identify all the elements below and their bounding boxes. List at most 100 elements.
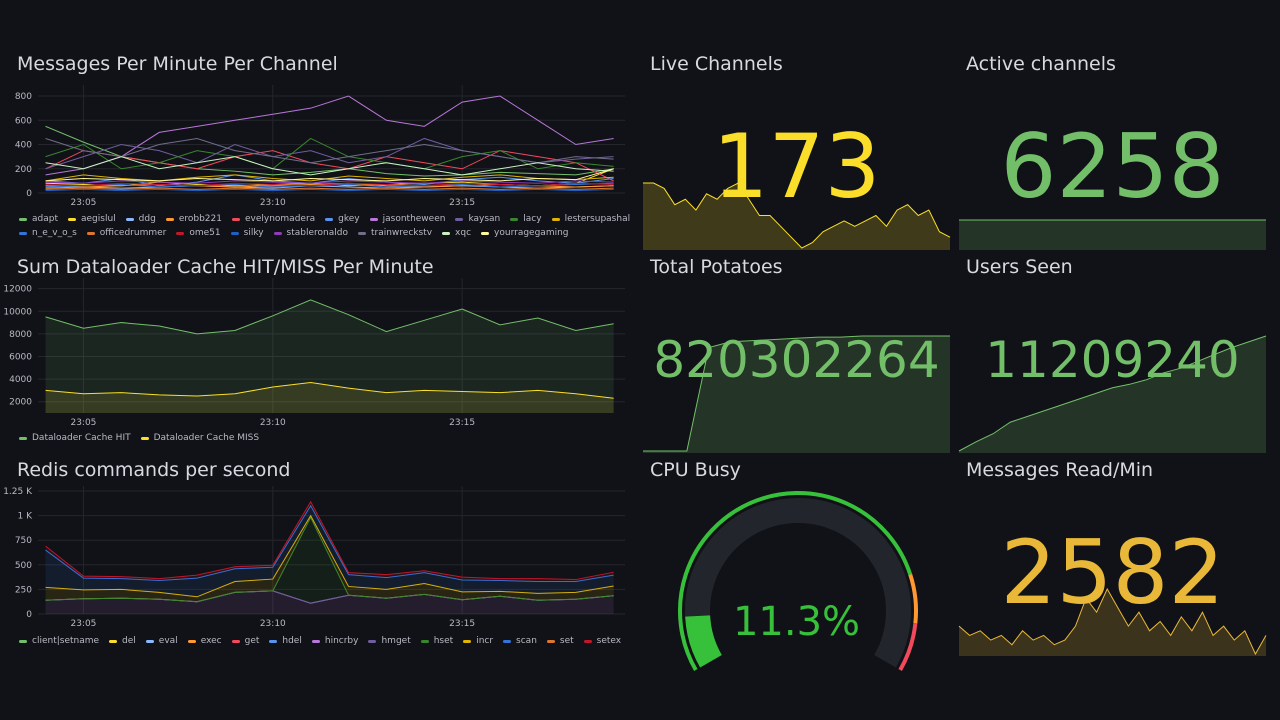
series-line-evelynomadera xyxy=(45,150,614,182)
sparkline-area xyxy=(643,336,950,453)
legend-item[interactable]: silky xyxy=(230,228,264,238)
chart-legend: Dataloader Cache HIT Dataloader Cache MIS… xyxy=(19,433,634,443)
threshold-ok xyxy=(678,491,913,671)
legend-item[interactable]: ddg xyxy=(125,214,156,224)
legend-item[interactable]: xqc xyxy=(442,228,471,238)
stat-value: 11209240 xyxy=(985,331,1240,389)
legend-item[interactable]: exec xyxy=(187,636,222,646)
gauge-track xyxy=(685,498,911,668)
legend-item[interactable]: evelynomadera xyxy=(231,214,315,224)
legend-item[interactable]: stableronaldo xyxy=(273,228,348,238)
legend-item[interactable]: hmget xyxy=(368,636,411,646)
y-tick-label: 6000 xyxy=(9,352,32,362)
stat-value: 2582 xyxy=(1000,521,1225,624)
legend-item[interactable]: officedrummer xyxy=(86,228,167,238)
legend-swatch xyxy=(583,639,592,643)
legend-item[interactable]: del xyxy=(109,636,136,646)
legend-item[interactable]: set xyxy=(546,636,574,646)
series-line-lestersupashal xyxy=(45,174,614,182)
legend-item[interactable]: n_e_v_o_s xyxy=(19,228,77,238)
series-line-gkey xyxy=(45,174,614,187)
legend-swatch xyxy=(269,639,278,643)
y-tick-label: 0 xyxy=(26,610,32,620)
legend-item[interactable]: hincrby xyxy=(311,636,358,646)
legend-swatch xyxy=(357,231,366,235)
chart-legend: adapt aegislul ddg erobb221 evelynomadera gke… xyxy=(19,214,634,238)
panel-title: Active channels xyxy=(966,53,1116,75)
legend-item[interactable]: yourragegaming xyxy=(481,228,569,238)
y-tick-label: 200 xyxy=(15,165,32,175)
sparkline xyxy=(643,182,951,250)
legend-label: lestersupashal xyxy=(564,214,631,224)
legend-item[interactable]: lestersupashal xyxy=(551,214,631,224)
series-line-ome51 xyxy=(45,182,614,187)
legend-item[interactable]: Dataloader Cache MISS xyxy=(140,433,260,443)
legend-label: jasontheween xyxy=(382,214,446,224)
legend-item[interactable]: incr xyxy=(463,636,493,646)
legend-swatch xyxy=(231,639,240,643)
series-area xyxy=(45,382,614,413)
series-line-jasontheween xyxy=(45,95,614,176)
legend-item[interactable]: setex xyxy=(583,636,622,646)
legend-item[interactable]: erobb221 xyxy=(165,214,222,224)
legend-item[interactable]: client|setname xyxy=(19,636,99,646)
y-tick-label: 8000 xyxy=(9,330,32,340)
legend-item[interactable]: scan xyxy=(503,636,537,646)
x-tick-label: 23:05 xyxy=(70,619,96,629)
legend-label: Dataloader Cache MISS xyxy=(153,433,260,443)
legend-item[interactable]: gkey xyxy=(325,214,360,224)
legend-item[interactable]: kaysan xyxy=(455,214,500,224)
legend-item[interactable]: jasontheween xyxy=(369,214,446,224)
sparkline-line xyxy=(958,587,1267,656)
legend-label: incr xyxy=(476,636,494,646)
legend-swatch xyxy=(230,231,239,235)
panel-title: Live Channels xyxy=(650,53,783,75)
stat-panel-users-seen: Users Seen 11209240 xyxy=(958,248,1267,453)
legend-swatch xyxy=(19,231,27,235)
legend-item[interactable]: hdel xyxy=(269,636,302,646)
panel-messages-per-minute: Messages Per Minute Per Channel 0 200 400 6… xyxy=(10,45,630,250)
cache-chart[interactable]: 2000 4000 6000 8000 10000 12000 23:05 23:10 23:1… xyxy=(3,248,630,453)
legend-swatch xyxy=(19,217,27,221)
legend-item[interactable]: hset xyxy=(420,636,453,646)
legend-swatch xyxy=(546,639,555,643)
series-line-xqc xyxy=(45,156,614,176)
series-line-officedrummer xyxy=(45,187,614,190)
legend-label: officedrummer xyxy=(99,228,167,238)
sparkline xyxy=(958,335,1267,453)
legend-item[interactable]: ome51 xyxy=(176,228,221,238)
redis-chart[interactable]: 0 250 500 750 1 K 1.25 K 23:05 23:10 23:15 xyxy=(3,451,630,656)
series-area xyxy=(45,299,614,413)
legend-item[interactable]: eval xyxy=(145,636,178,646)
legend-swatch xyxy=(455,217,464,221)
legend-item[interactable]: trainwreckstv xyxy=(357,228,433,238)
messages-chart[interactable]: 0 200 400 600 800 23:05 23:10 23:15 xyxy=(10,45,630,250)
series-line-hset xyxy=(45,516,614,603)
legend-swatch xyxy=(368,639,377,643)
y-tick-label: 2000 xyxy=(9,398,32,408)
series-line-n_e_v_o_s xyxy=(45,182,614,188)
stat-value: 6258 xyxy=(1000,115,1225,218)
legend-item[interactable]: get xyxy=(231,636,259,646)
legend-label: adapt xyxy=(32,214,58,224)
y-tick-label: 0 xyxy=(26,189,32,199)
gauge-value: 11.3% xyxy=(732,599,861,645)
legend-item[interactable]: adapt xyxy=(19,214,58,224)
legend-item[interactable]: Dataloader Cache HIT xyxy=(19,433,131,443)
y-tick-label: 250 xyxy=(15,585,32,595)
legend-item[interactable]: lacy xyxy=(510,214,542,224)
legend-label: lacy xyxy=(523,214,542,224)
legend-label: ddg xyxy=(138,214,156,224)
sparkline-line xyxy=(958,335,1267,452)
legend-label: trainwreckstv xyxy=(370,228,433,238)
legend-item[interactable]: aegislul xyxy=(68,214,116,224)
y-tick-label: 10000 xyxy=(3,307,32,317)
series-line-trainwreckstv xyxy=(45,137,614,164)
legend-swatch xyxy=(463,639,472,643)
sparkline-line xyxy=(643,182,951,249)
stat-value: 173 xyxy=(712,115,881,218)
legend-label: setex xyxy=(596,636,622,646)
series-area xyxy=(45,590,614,614)
series-line-silky xyxy=(45,188,614,192)
legend-label: del xyxy=(122,636,136,646)
